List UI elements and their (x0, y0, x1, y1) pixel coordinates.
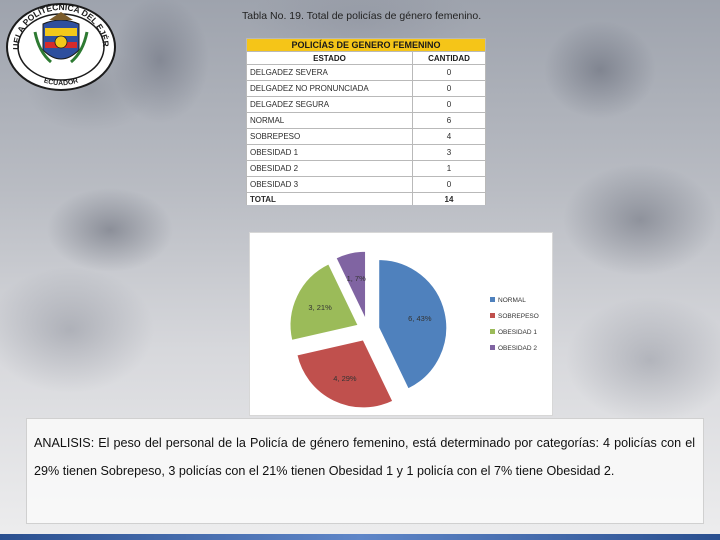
row-cantidad: 4 (412, 128, 486, 145)
school-emblem-logo: ESCUELA POLITÉCNICA DEL EJÉRCITO ECUADOR (5, 2, 116, 91)
row-cantidad: 6 (412, 112, 486, 129)
total-label: TOTAL (246, 192, 413, 205)
pie-chart: 6, 43% 4, 29% 3, 21% 1, 7% NORMAL SOBREPESO OB… (289, 250, 539, 409)
row-cantidad: 0 (412, 176, 486, 193)
table-title: Tabla No. 19. Total de policías de géner… (242, 10, 482, 22)
data-table-panel: POLICÍAS DE GENERO FEMENINO ESTADO CANTI… (246, 38, 486, 205)
row-estado: DELGADEZ SEGURA (246, 96, 413, 113)
legend-swatch (490, 329, 495, 334)
table-header: POLICÍAS DE GENERO FEMENINO (246, 38, 486, 52)
pie-data-label: 6, 43% (408, 314, 432, 323)
pie-slice-normal (378, 259, 448, 390)
table-row: SOBREPESO 4 (246, 128, 486, 145)
table-row: OBESIDAD 3 0 (246, 176, 486, 193)
table-row: DELGADEZ SEGURA 0 (246, 96, 486, 113)
table-row: OBESIDAD 1 3 (246, 144, 486, 161)
legend-swatch (490, 345, 495, 350)
pie-data-label: 4, 29% (333, 374, 357, 383)
table-total-row: TOTAL 14 (246, 192, 486, 205)
pie-slice-obesidad-1 (289, 263, 359, 341)
analysis-text: ANALISIS: El peso del personal de la Pol… (26, 418, 704, 524)
legend-label: SOBREPESO (498, 313, 539, 320)
pie-chart-panel: 6, 43% 4, 29% 3, 21% 1, 7% NORMAL SOBREPESO OB… (249, 232, 553, 416)
pie-slice-obesidad-2 (335, 250, 367, 320)
legend-swatch (490, 313, 495, 318)
data-table: POLICÍAS DE GENERO FEMENINO ESTADO CANTI… (246, 38, 486, 205)
legend-label: OBESIDAD 2 (498, 345, 537, 352)
legend-label: NORMAL (498, 297, 526, 304)
pie-data-label: 3, 21% (308, 303, 332, 312)
row-estado: SOBREPESO (246, 128, 413, 145)
column-header-cantidad: CANTIDAD (412, 51, 486, 65)
row-estado: OBESIDAD 3 (246, 176, 413, 193)
table-row: OBESIDAD 2 1 (246, 160, 486, 177)
bottom-stripe (0, 534, 720, 540)
svg-text:ECUADOR: ECUADOR (43, 77, 79, 87)
row-estado: DELGADEZ NO PRONUNCIADA (246, 80, 413, 97)
row-estado: OBESIDAD 2 (246, 160, 413, 177)
legend-swatch (490, 297, 495, 302)
column-header-estado: ESTADO (246, 51, 413, 65)
row-cantidad: 0 (412, 96, 486, 113)
pie-slice-sobrepeso (296, 339, 394, 409)
legend-label: OBESIDAD 1 (498, 329, 537, 336)
table-row: NORMAL 6 (246, 112, 486, 129)
row-estado: OBESIDAD 1 (246, 144, 413, 161)
row-estado: DELGADEZ SEVERA (246, 64, 413, 81)
total-value: 14 (412, 192, 486, 205)
table-row: DELGADEZ SEVERA 0 (246, 64, 486, 81)
pie-data-label: 1, 7% (347, 274, 367, 283)
row-cantidad: 3 (412, 144, 486, 161)
emblem-bottom-text: ECUADOR (43, 77, 79, 87)
row-cantidad: 0 (412, 80, 486, 97)
row-cantidad: 1 (412, 160, 486, 177)
row-cantidad: 0 (412, 64, 486, 81)
row-estado: NORMAL (246, 112, 413, 129)
table-row: DELGADEZ NO PRONUNCIADA 0 (246, 80, 486, 97)
